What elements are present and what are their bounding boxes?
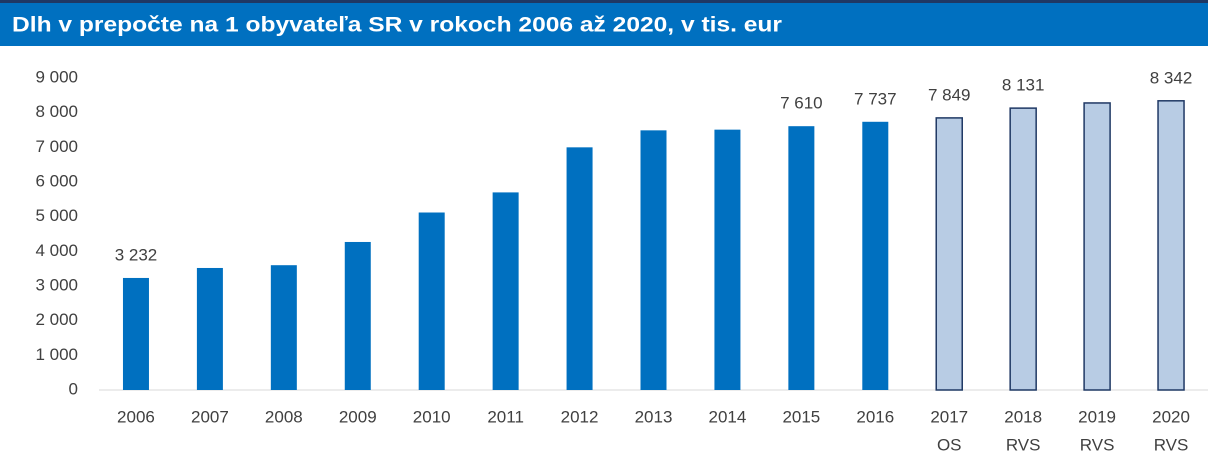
title-bar [0,0,1208,46]
bar [714,129,741,391]
bar [196,267,223,390]
chart-title: Dlh v prepočte na 1 obyvateľa SR v rokoc… [12,14,782,37]
y-tick-label: 9 000 [35,67,78,86]
x-tick-label: 2012 [561,407,599,426]
x-tick-label: 2013 [635,407,673,426]
y-tick-label: 3 000 [35,275,78,294]
y-tick-label: 6 000 [35,171,78,190]
x-tick-label: 2007 [191,407,229,426]
bar [418,212,445,390]
bar [935,117,963,391]
x-tick-sublabel: RVS [1080,435,1115,454]
x-tick-sublabel: RVS [1006,435,1041,454]
bar [640,130,667,390]
value-label: 7 610 [780,94,823,113]
value-label: 7 849 [928,85,971,104]
y-tick-label: 1 000 [35,345,78,364]
y-tick-label: 4 000 [35,241,78,260]
x-tick-label: 2010 [413,407,451,426]
x-tick-label: 2017 [930,407,968,426]
y-tick-label: 2 000 [35,310,78,329]
x-tick-label: 2016 [856,407,894,426]
bar [344,241,371,390]
y-tick-label: 0 [69,379,78,398]
bar [122,277,149,390]
bar [788,126,815,390]
x-tick-label: 2006 [117,407,155,426]
y-tick-label: 8 000 [35,102,78,121]
x-tick-label: 2014 [709,407,747,426]
x-tick-label: 2011 [487,407,524,426]
value-label: 8 342 [1150,68,1193,87]
bar [1157,100,1185,391]
value-label: 8 131 [1002,76,1045,95]
bar [1083,102,1111,391]
bar [492,192,519,390]
bar [566,147,593,390]
x-tick-label: 2020 [1152,407,1190,426]
bar [270,265,297,390]
y-tick-label: 5 000 [35,206,78,225]
y-tick-label: 7 000 [35,137,78,156]
bar [1009,107,1037,391]
bar [862,121,889,390]
x-tick-label: 2009 [339,407,377,426]
x-tick-sublabel: OS [937,435,962,454]
x-tick-label: 2018 [1004,407,1042,426]
value-label: 7 737 [854,89,897,108]
x-tick-label: 2015 [782,407,820,426]
x-tick-sublabel: RVS [1154,435,1189,454]
title-bar-edge [0,0,1208,3]
value-label: 3 232 [115,245,158,264]
x-tick-label: 2019 [1078,407,1116,426]
x-tick-label: 2008 [265,407,303,426]
